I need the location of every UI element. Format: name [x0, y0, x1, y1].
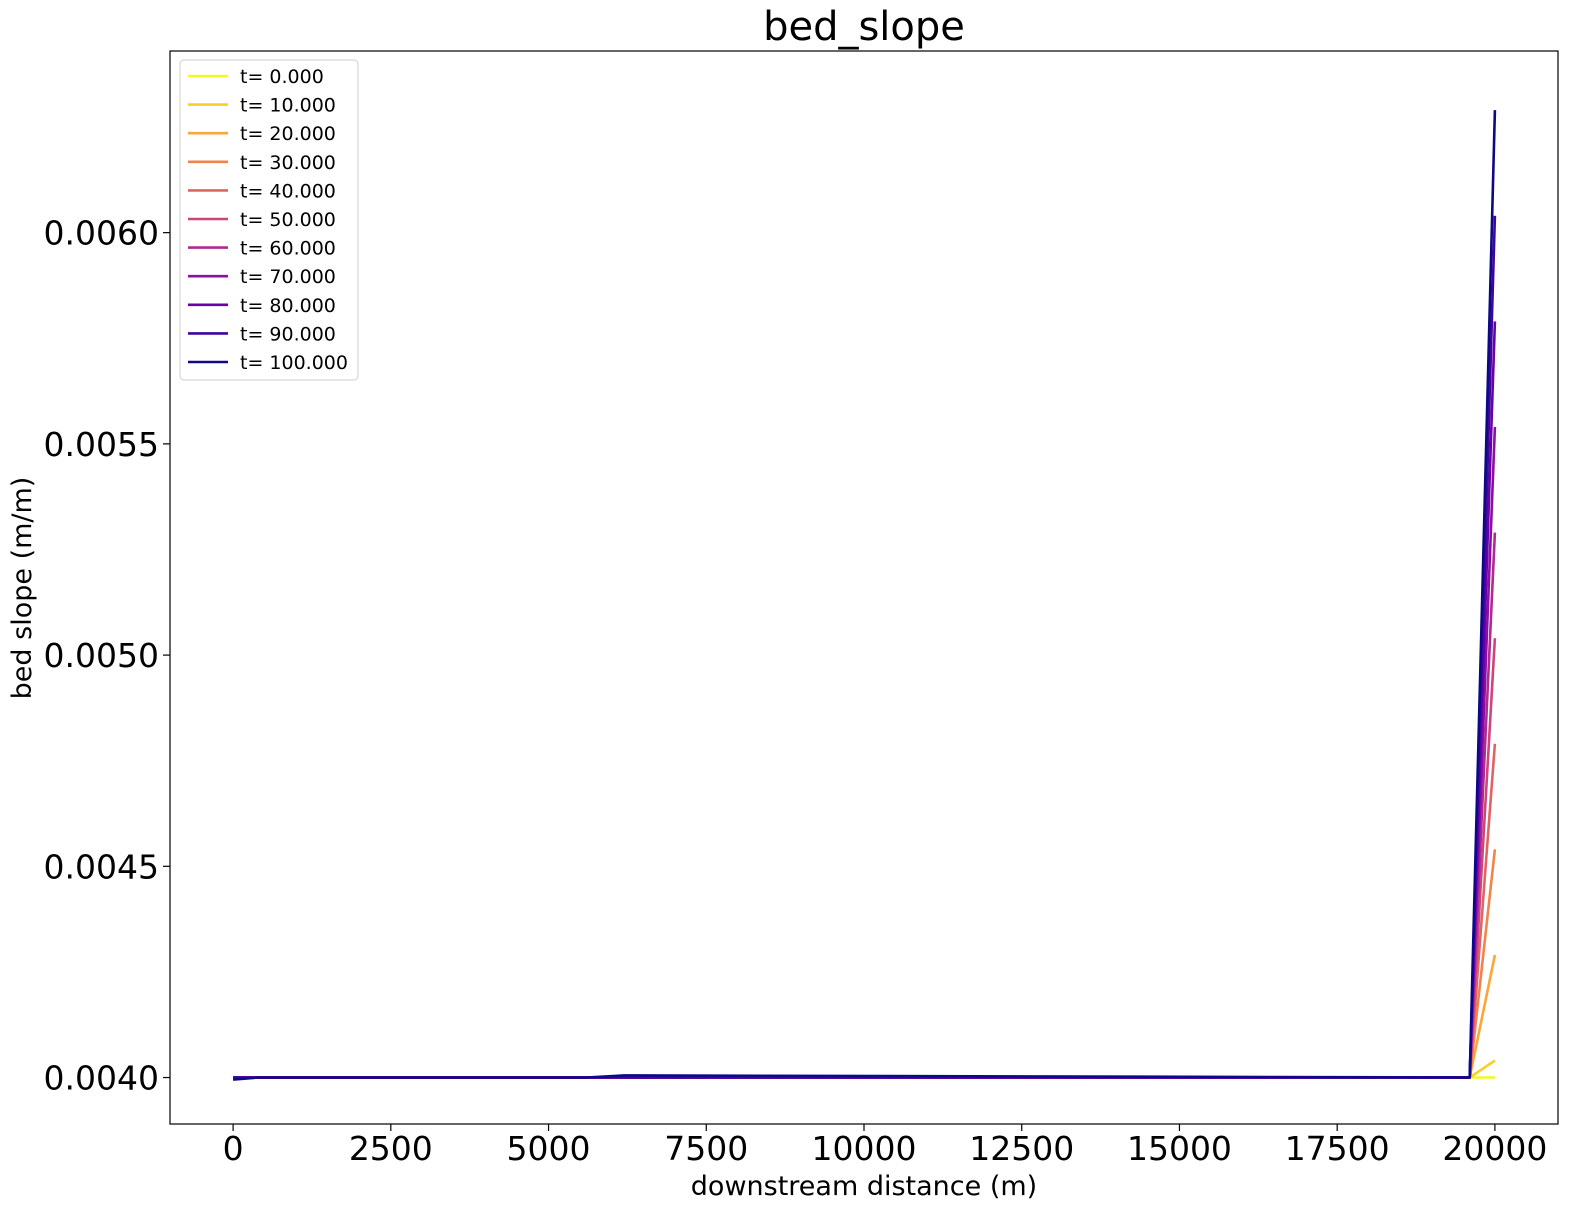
x-tick-label: 7500: [664, 1129, 748, 1168]
x-tick-label: 0: [223, 1129, 244, 1168]
x-axis: 0 2500 5000 7500 10000 12500 15000 17500 20000: [223, 1124, 1547, 1168]
chart-title: bed_slope: [763, 4, 965, 50]
series-line-10: [232, 110, 1497, 1081]
x-tick-label: 5000: [507, 1129, 591, 1168]
legend-label-3: t= 30.000: [240, 152, 336, 174]
x-tick-label: 15000: [1127, 1129, 1232, 1168]
legend-label-2: t= 20.000: [240, 123, 336, 145]
y-tick-label: 0.0045: [44, 847, 159, 886]
y-tick-label: 0.0055: [44, 425, 159, 464]
legend-label-7: t= 70.000: [240, 266, 336, 288]
x-axis-label: downstream distance (m): [691, 1171, 1037, 1202]
series-layer: [232, 110, 1497, 1081]
y-tick-label: 0.0050: [44, 636, 159, 675]
legend-label-0: t= 0.000: [240, 66, 324, 88]
legend-label-8: t= 80.000: [240, 295, 336, 317]
x-tick-label: 12500: [969, 1129, 1074, 1168]
legend-label-10: t= 100.000: [240, 352, 348, 374]
legend-label-5: t= 50.000: [240, 209, 336, 231]
y-tick-label: 0.0040: [44, 1059, 159, 1098]
legend-label-9: t= 90.000: [240, 323, 336, 345]
x-tick-label: 2500: [349, 1129, 433, 1168]
legend-label-4: t= 40.000: [240, 180, 336, 202]
legend-label-1: t= 10.000: [240, 95, 336, 117]
y-axis-label: bed slope (m/m): [7, 477, 38, 700]
legend-label-6: t= 60.000: [240, 238, 336, 260]
y-axis: 0.0040 0.0045 0.0050 0.0055 0.0060: [44, 214, 170, 1098]
x-tick-label: 10000: [812, 1129, 917, 1168]
x-tick-label: 20000: [1442, 1129, 1547, 1168]
legend-box: [179, 59, 359, 381]
x-tick-label: 17500: [1285, 1129, 1390, 1168]
legend: t= 0.000 t= 10.000 t= 20.000 t= 30.000 t= 40…: [179, 59, 359, 381]
y-tick-label: 0.0060: [44, 214, 159, 253]
